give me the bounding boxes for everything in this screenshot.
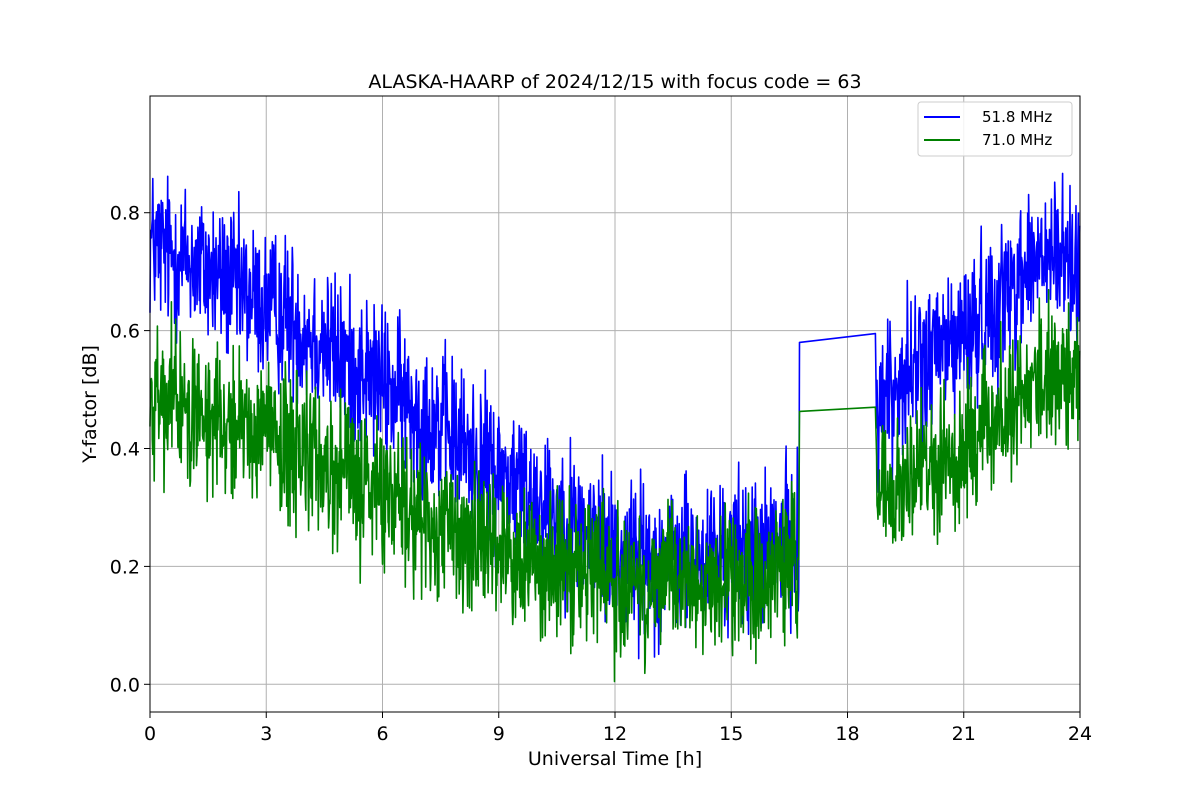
- y-tick-label: 0.0: [110, 674, 140, 696]
- series-line-71-0-mhz: [149, 288, 1081, 683]
- legend: 51.8 MHz 71.0 MHz: [917, 101, 1073, 157]
- chart-title: ALASKA-HAARP of 2024/12/15 with focus co…: [368, 71, 861, 93]
- legend-label-51-8-mhz: 51.8 MHz: [982, 108, 1052, 126]
- x-tick-label: 12: [603, 723, 627, 745]
- x-tick-label: 24: [1068, 723, 1092, 745]
- y-tick-label: 0.8: [110, 203, 140, 225]
- x-axis-label: Universal Time [h]: [528, 748, 702, 770]
- x-tick-label: 3: [260, 723, 272, 745]
- y-tick-label: 0.2: [110, 556, 140, 578]
- y-tick-label: 0.6: [110, 321, 140, 343]
- x-tick-label: 15: [719, 723, 743, 745]
- x-tick-label: 0: [144, 723, 156, 745]
- tick-labels: 0 3 6 9 12 15 18 21 24 0.0 0.2 0.4 0.6 0.8: [110, 203, 1092, 745]
- axis-ticks: [144, 212, 1081, 718]
- x-tick-label: 9: [493, 723, 505, 745]
- legend-label-71-0-mhz: 71.0 MHz: [982, 131, 1052, 149]
- y-tick-label: 0.4: [110, 439, 140, 461]
- x-tick-label: 18: [835, 723, 859, 745]
- x-tick-label: 21: [952, 723, 976, 745]
- y-axis-label: Y-factor [dB]: [79, 345, 101, 464]
- legend-box: [917, 101, 1073, 157]
- x-tick-label: 6: [376, 723, 388, 745]
- series-layer: [149, 172, 1081, 683]
